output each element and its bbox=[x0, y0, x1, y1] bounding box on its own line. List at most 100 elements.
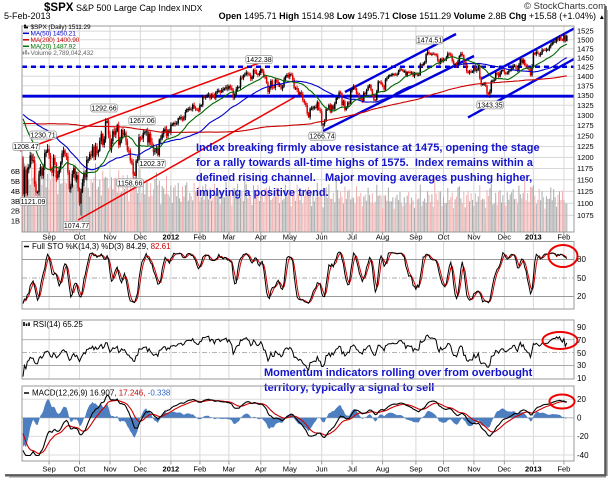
svg-text:Jun: Jun bbox=[316, 233, 328, 242]
svg-text:1B: 1B bbox=[11, 217, 20, 226]
svg-text:Jun: Jun bbox=[316, 465, 328, 474]
svg-text:1400: 1400 bbox=[577, 72, 594, 81]
svg-text:1150: 1150 bbox=[577, 175, 593, 184]
svg-text:for a rally towards all-time h: for a rally towards all-time highs of 15… bbox=[196, 157, 534, 169]
svg-text:Aug: Aug bbox=[376, 465, 389, 474]
svg-text:Mar: Mar bbox=[222, 233, 235, 242]
svg-text:30: 30 bbox=[577, 361, 586, 370]
svg-text:2012: 2012 bbox=[163, 233, 180, 242]
svg-text:Dec: Dec bbox=[498, 465, 512, 474]
svg-text:defined rising channel. Majo: defined rising channel. Major moving ave… bbox=[196, 172, 532, 184]
svg-text:Sep: Sep bbox=[409, 233, 422, 242]
svg-text:20: 20 bbox=[577, 395, 586, 404]
svg-text:1292.66: 1292.66 bbox=[91, 106, 116, 113]
svg-text:90: 90 bbox=[577, 323, 586, 332]
svg-text:Open 1495.71 High 1514.98 Low: Open 1495.71 High 1514.98 Low 1495.71 Cl… bbox=[219, 11, 605, 21]
svg-text:1175: 1175 bbox=[577, 164, 593, 173]
svg-text:Feb: Feb bbox=[557, 233, 570, 242]
svg-text:1267.06: 1267.06 bbox=[129, 118, 154, 125]
svg-text:Feb: Feb bbox=[557, 465, 570, 474]
svg-text:$SPX: $SPX bbox=[44, 2, 74, 14]
svg-text:1375: 1375 bbox=[577, 81, 594, 90]
svg-text:MA(20) 1487.92: MA(20) 1487.92 bbox=[31, 43, 77, 50]
svg-text:Feb: Feb bbox=[193, 233, 206, 242]
svg-text:1100: 1100 bbox=[577, 199, 593, 208]
svg-text:1125: 1125 bbox=[577, 187, 593, 196]
svg-text:Oct: Oct bbox=[74, 465, 87, 474]
svg-text:1202.37: 1202.37 bbox=[139, 161, 164, 168]
svg-text:20: 20 bbox=[577, 292, 586, 301]
svg-text:70: 70 bbox=[577, 336, 586, 345]
svg-text:1208.47: 1208.47 bbox=[13, 144, 38, 151]
svg-text:1422.38: 1422.38 bbox=[246, 57, 271, 64]
svg-text:50: 50 bbox=[577, 349, 586, 358]
svg-text:1074.77: 1074.77 bbox=[64, 223, 89, 230]
svg-text:1350: 1350 bbox=[577, 91, 594, 100]
svg-text:Sep: Sep bbox=[42, 233, 55, 242]
svg-text:May: May bbox=[283, 465, 297, 474]
svg-text:50: 50 bbox=[577, 274, 586, 283]
svg-text:80: 80 bbox=[577, 255, 586, 264]
svg-text:1275: 1275 bbox=[577, 121, 594, 130]
svg-text:Dec: Dec bbox=[134, 465, 148, 474]
svg-text:2013: 2013 bbox=[525, 233, 542, 242]
svg-text:1266.74: 1266.74 bbox=[309, 134, 334, 141]
svg-text:RSI(14) 65.25: RSI(14) 65.25 bbox=[33, 320, 83, 329]
svg-text:Nov: Nov bbox=[103, 233, 117, 242]
svg-text:Dec: Dec bbox=[498, 233, 512, 242]
svg-text:5B: 5B bbox=[11, 177, 20, 186]
svg-text:3B: 3B bbox=[11, 197, 20, 206]
svg-text:1121.09: 1121.09 bbox=[21, 199, 46, 206]
svg-text:Feb: Feb bbox=[193, 465, 206, 474]
svg-text:1500: 1500 bbox=[577, 35, 594, 44]
svg-text:Jul: Jul bbox=[347, 233, 357, 242]
svg-text:Mar: Mar bbox=[222, 465, 235, 474]
svg-text:Aug: Aug bbox=[376, 233, 389, 242]
svg-text:1450: 1450 bbox=[577, 53, 594, 62]
svg-text:Sep: Sep bbox=[42, 465, 55, 474]
svg-text:implying a positive trend.: implying a positive trend. bbox=[196, 187, 329, 199]
svg-text:1475: 1475 bbox=[577, 44, 594, 53]
svg-text:Sep: Sep bbox=[409, 465, 422, 474]
svg-text:5-Feb-2013: 5-Feb-2013 bbox=[4, 11, 51, 21]
svg-text:Apr: Apr bbox=[255, 465, 267, 474]
svg-text:-20: -20 bbox=[577, 432, 589, 441]
svg-text:Dec: Dec bbox=[134, 233, 148, 242]
svg-text:1300: 1300 bbox=[577, 111, 594, 120]
svg-text:territory, typically a signal: territory, typically a signal to sell bbox=[264, 382, 434, 394]
svg-text:6B: 6B bbox=[11, 167, 20, 176]
svg-text:4B: 4B bbox=[11, 187, 20, 196]
svg-text:© StockCharts.com: © StockCharts.com bbox=[524, 1, 606, 12]
svg-text:INDX: INDX bbox=[182, 3, 203, 13]
svg-text:1200: 1200 bbox=[577, 153, 594, 162]
svg-text:Nov: Nov bbox=[467, 465, 481, 474]
svg-text:-40: -40 bbox=[577, 451, 589, 460]
svg-text:10: 10 bbox=[577, 374, 586, 383]
svg-text:Index breaking firmly above re: Index breaking firmly above resistance a… bbox=[196, 142, 540, 154]
svg-text:Jul: Jul bbox=[347, 465, 357, 474]
svg-text:S&P 500 Large Cap Index: S&P 500 Large Cap Index bbox=[76, 3, 181, 13]
svg-text:1343.35: 1343.35 bbox=[477, 102, 502, 109]
svg-text:Oct: Oct bbox=[438, 465, 451, 474]
svg-text:1250: 1250 bbox=[577, 132, 594, 141]
svg-text:1425: 1425 bbox=[577, 62, 594, 71]
svg-text:Nov: Nov bbox=[103, 465, 117, 474]
svg-text:0: 0 bbox=[577, 414, 582, 423]
svg-text:2013: 2013 bbox=[525, 465, 542, 474]
svg-text:Full STO %K(14,3) %D(3) 84.29,: Full STO %K(14,3) %D(3) 84.29, 82.61 bbox=[32, 242, 171, 251]
svg-text:$SPX (Daily) 1511.29: $SPX (Daily) 1511.29 bbox=[31, 24, 92, 31]
svg-text:1525: 1525 bbox=[577, 27, 594, 36]
svg-text:May: May bbox=[283, 233, 297, 242]
svg-text:1474.51: 1474.51 bbox=[417, 38, 442, 45]
svg-text:Momentum indicators rolling ov: Momentum indicators rolling over from ov… bbox=[264, 367, 533, 379]
svg-text:Volume 2,789,042,432: Volume 2,789,042,432 bbox=[31, 50, 95, 57]
svg-text:Apr: Apr bbox=[255, 233, 267, 242]
svg-text:MA(50) 1450.21: MA(50) 1450.21 bbox=[31, 30, 77, 37]
svg-text:1158.66: 1158.66 bbox=[118, 180, 143, 187]
svg-text:2B: 2B bbox=[11, 207, 20, 216]
svg-text:Oct: Oct bbox=[438, 233, 451, 242]
svg-text:MA(200) 1400.90: MA(200) 1400.90 bbox=[31, 37, 80, 44]
svg-text:Oct: Oct bbox=[74, 233, 87, 242]
svg-text:MACD(12,26,9) 16.907, 17.246,: MACD(12,26,9) 16.907, 17.246, -0.338 bbox=[32, 389, 171, 398]
svg-text:1075: 1075 bbox=[577, 211, 594, 220]
